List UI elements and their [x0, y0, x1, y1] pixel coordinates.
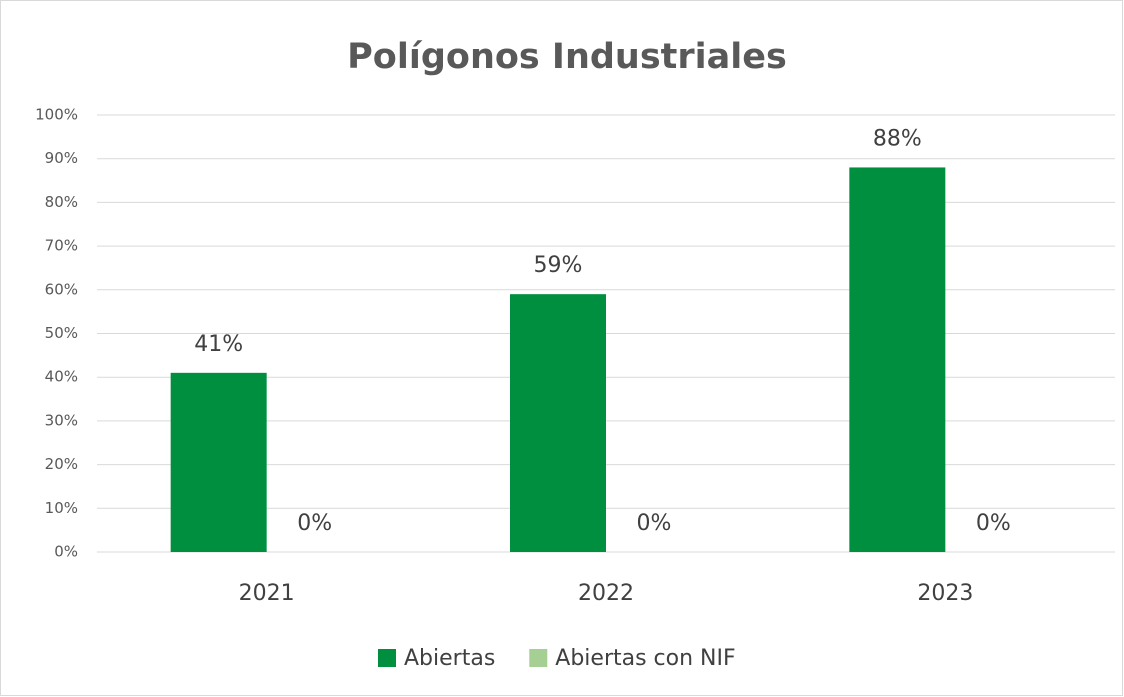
legend-label: Abiertas [404, 646, 495, 671]
y-tick-label: 90% [45, 149, 78, 167]
y-tick-label: 20% [45, 455, 78, 473]
value-label: 59% [534, 253, 583, 278]
y-tick-label: 40% [45, 368, 78, 386]
bar [849, 167, 946, 552]
y-tick-label: 0% [54, 543, 78, 561]
x-tick-label: 2023 [917, 581, 973, 606]
value-label: 41% [194, 332, 243, 357]
x-tick-label: 2021 [239, 581, 295, 606]
y-tick-label: 100% [35, 106, 78, 124]
y-tick-label: 70% [45, 237, 78, 255]
bar [510, 294, 606, 552]
legend-label: Abiertas con NIF [555, 646, 735, 671]
x-tick-label: 2022 [578, 581, 634, 606]
value-label: 88% [873, 126, 922, 151]
y-tick-label: 30% [45, 411, 78, 429]
bar [170, 372, 267, 552]
value-label: 0% [637, 511, 672, 536]
y-tick-label: 60% [45, 280, 78, 298]
chart-title: Polígonos Industriales [347, 37, 787, 77]
legend-swatch [529, 649, 548, 667]
legend-swatch [378, 649, 396, 667]
value-label: 0% [297, 511, 332, 536]
y-tick-label: 10% [45, 499, 78, 517]
y-tick-label: 50% [45, 324, 78, 342]
value-label: 0% [976, 511, 1011, 536]
y-tick-label: 80% [45, 193, 78, 211]
